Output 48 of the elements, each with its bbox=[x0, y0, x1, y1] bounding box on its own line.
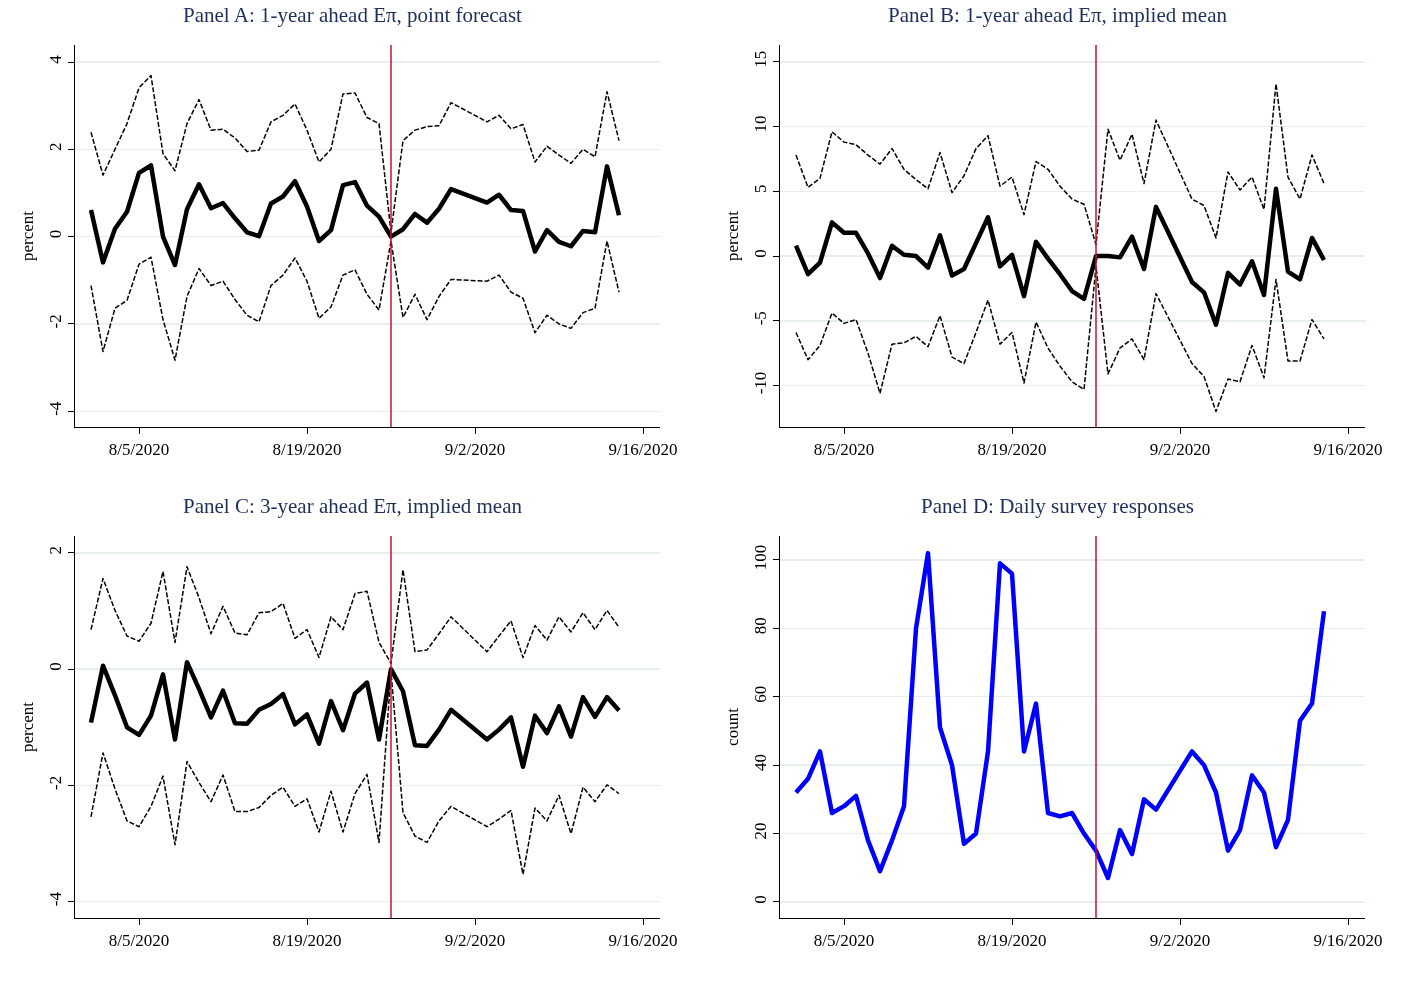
x-tick-label: 8/5/2020 bbox=[813, 439, 875, 459]
x-tick-label: 9/16/2020 bbox=[1313, 439, 1383, 459]
line-series bbox=[88, 163, 622, 268]
chart-title: Panel A: 1-year ahead Eπ, point forecast bbox=[183, 3, 523, 28]
x-tick-label: 8/19/2020 bbox=[977, 930, 1047, 950]
y-tick-label: 0 bbox=[751, 249, 770, 258]
y-tick-label: -2 bbox=[46, 314, 65, 329]
y-tick-label: 15 bbox=[751, 50, 770, 68]
y-tick-label: -5 bbox=[751, 311, 770, 326]
y-axis-title: percent bbox=[17, 701, 37, 753]
y-tick-label: 10 bbox=[751, 115, 770, 133]
line-series bbox=[90, 240, 620, 361]
y-tick-label: 0 bbox=[46, 662, 65, 671]
x-tick-label: 9/2/2020 bbox=[1149, 439, 1211, 459]
x-tick-label: 9/2/2020 bbox=[1149, 930, 1211, 950]
y-tick-label: 40 bbox=[751, 754, 770, 772]
y-axis-title: percent bbox=[17, 210, 37, 262]
y-tick-label: 0 bbox=[46, 229, 65, 239]
y-axis-title: percent bbox=[722, 210, 742, 262]
x-tick-label: 9/16/2020 bbox=[608, 930, 678, 950]
y-tick-label: 100 bbox=[751, 544, 770, 571]
y-tick-label: 80 bbox=[751, 617, 770, 635]
y-tick-label: 0 bbox=[751, 895, 770, 904]
y-tick-label: -10 bbox=[751, 371, 770, 395]
y-tick-label: 20 bbox=[751, 822, 770, 840]
x-tick-label: 8/5/2020 bbox=[108, 930, 170, 950]
x-tick-label: 9/2/2020 bbox=[444, 930, 506, 950]
x-tick-label: 9/16/2020 bbox=[608, 439, 678, 459]
y-tick-label: 2 bbox=[46, 142, 65, 152]
x-tick-label: 9/2/2020 bbox=[444, 439, 506, 459]
x-tick-label: 8/19/2020 bbox=[272, 930, 342, 950]
y-tick-label: 4 bbox=[46, 54, 65, 64]
x-tick-label: 8/19/2020 bbox=[977, 439, 1047, 459]
chart-title: Panel C: 3-year ahead Eπ, implied mean bbox=[183, 494, 523, 519]
y-tick-label: -2 bbox=[46, 775, 65, 790]
y-tick-label: -4 bbox=[46, 401, 65, 416]
y-tick-label: 5 bbox=[751, 184, 770, 194]
chart-title: Panel B: 1-year ahead Eπ, implied mean bbox=[888, 3, 1228, 28]
line-series bbox=[793, 550, 1327, 881]
y-tick-label: 60 bbox=[751, 685, 770, 703]
x-tick-label: 8/5/2020 bbox=[108, 439, 170, 459]
y-axis-title: count bbox=[722, 707, 742, 746]
x-tick-label: 8/19/2020 bbox=[272, 439, 342, 459]
x-tick-label: 8/5/2020 bbox=[813, 930, 875, 950]
y-tick-label: -4 bbox=[46, 891, 65, 907]
chart-title: Panel D: Daily survey responses bbox=[921, 494, 1194, 519]
y-tick-label: 2 bbox=[46, 546, 65, 555]
x-tick-label: 9/16/2020 bbox=[1313, 930, 1383, 950]
